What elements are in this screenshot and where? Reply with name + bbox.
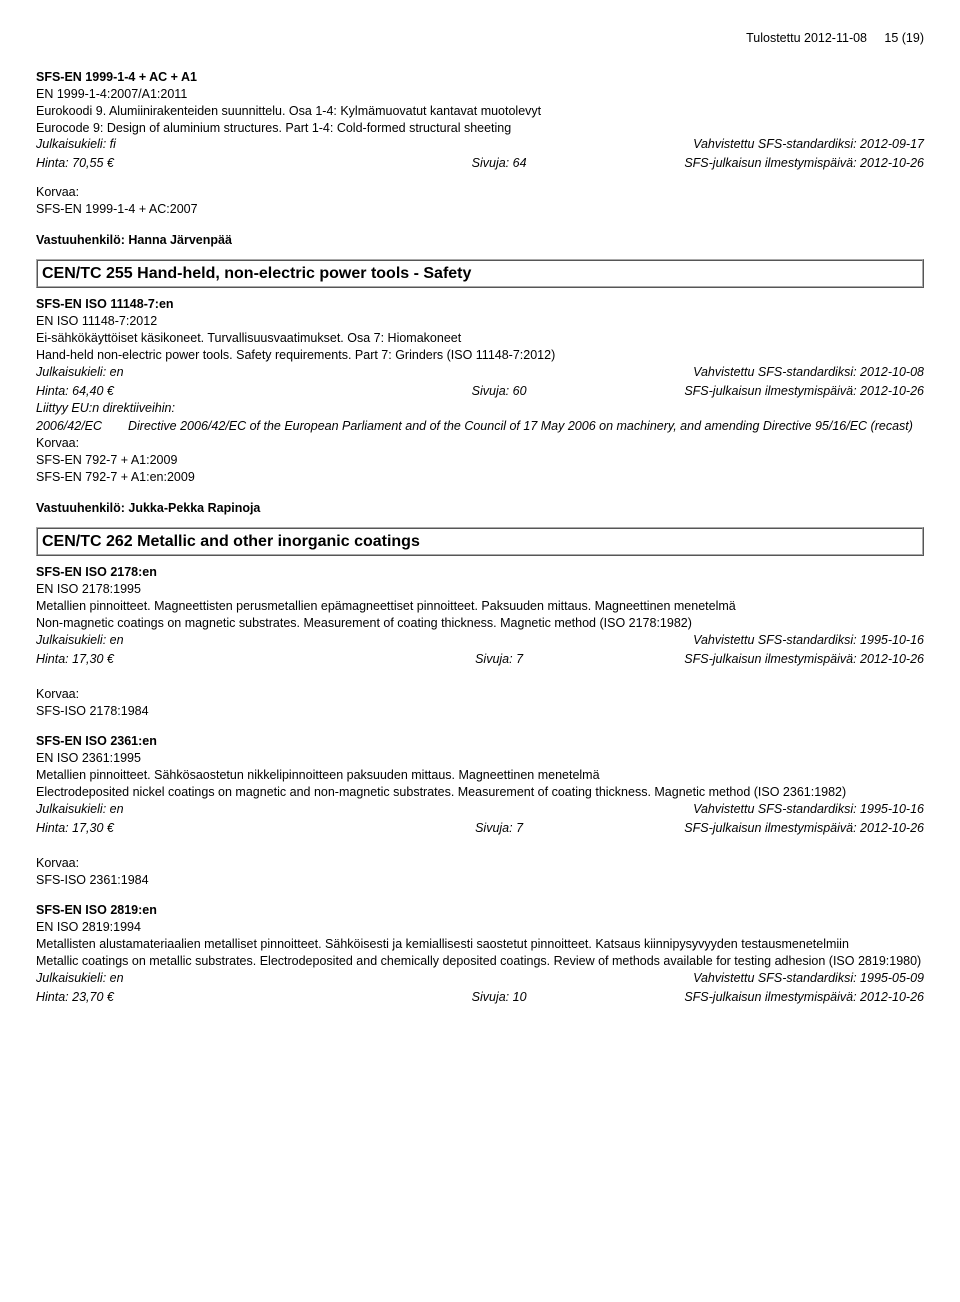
price: Hinta: 23,70 € xyxy=(36,989,114,1006)
en-code: EN ISO 2178:1995 xyxy=(36,581,924,598)
replaces-value: SFS-ISO 2361:1984 xyxy=(36,872,924,889)
publish-date: SFS-julkaisun ilmestymispäivä: 2012-10-2… xyxy=(684,820,924,837)
standard-code: SFS-EN ISO 2361:en xyxy=(36,733,924,750)
confirmed-date: Vahvistettu SFS-standardiksi: 1995-05-09 xyxy=(693,970,924,987)
price: Hinta: 70,55 € xyxy=(36,155,114,172)
standard-code: SFS-EN ISO 11148-7:en xyxy=(36,296,924,313)
lang-label: Julkaisukieli: en xyxy=(36,364,124,381)
fi-description: Eurokoodi 9. Alumiinirakenteiden suunnit… xyxy=(36,103,924,120)
replaces-value: SFS-EN 1999-1-4 + AC:2007 xyxy=(36,201,924,218)
pages: Sivuja: 64 xyxy=(472,155,527,172)
en-description: Metallic coatings on metallic substrates… xyxy=(36,953,924,970)
price: Hinta: 64,40 € xyxy=(36,383,114,400)
pages: Sivuja: 60 xyxy=(472,383,527,400)
directive-text: Directive 2006/42/EC of the European Par… xyxy=(128,418,924,435)
section-heading-255: CEN/TC 255 Hand-held, non-electric power… xyxy=(36,259,924,289)
en-code: EN ISO 11148-7:2012 xyxy=(36,313,924,330)
en-description: Non-magnetic coatings on magnetic substr… xyxy=(36,615,924,632)
standard-entry: SFS-EN ISO 11148-7:en EN ISO 11148-7:201… xyxy=(36,296,924,517)
en-code: EN ISO 2819:1994 xyxy=(36,919,924,936)
fi-description: Metallien pinnoitteet. Sähkösaostetun ni… xyxy=(36,767,924,784)
pages: Sivuja: 10 xyxy=(472,989,527,1006)
standard-code: SFS-EN 1999-1-4 + AC + A1 xyxy=(36,69,924,86)
confirmed-date: Vahvistettu SFS-standardiksi: 1995-10-16 xyxy=(693,801,924,818)
publish-date: SFS-julkaisun ilmestymispäivä: 2012-10-2… xyxy=(684,155,924,172)
confirmed-date: Vahvistettu SFS-standardiksi: 2012-09-17 xyxy=(693,136,924,153)
lang-label: Julkaisukieli: fi xyxy=(36,136,116,153)
confirmed-date: Vahvistettu SFS-standardiksi: 2012-10-08 xyxy=(693,364,924,381)
publish-date: SFS-julkaisun ilmestymispäivä: 2012-10-2… xyxy=(684,989,924,1006)
replaces-label: Korvaa: xyxy=(36,435,924,452)
lang-label: Julkaisukieli: en xyxy=(36,801,124,818)
page-number: 15 (19) xyxy=(884,31,924,45)
en-description: Electrodeposited nickel coatings on magn… xyxy=(36,784,924,801)
fi-description: Metallien pinnoitteet. Magneettisten per… xyxy=(36,598,924,615)
section-heading-262: CEN/TC 262 Metallic and other inorganic … xyxy=(36,527,924,557)
printed-date: Tulostettu 2012-11-08 xyxy=(746,31,867,45)
publish-date: SFS-julkaisun ilmestymispäivä: 2012-10-2… xyxy=(684,651,924,668)
standard-entry: SFS-EN ISO 2819:en EN ISO 2819:1994 Meta… xyxy=(36,902,924,1005)
standard-code: SFS-EN ISO 2819:en xyxy=(36,902,924,919)
en-description: Hand-held non-electric power tools. Safe… xyxy=(36,347,924,364)
lang-label: Julkaisukieli: en xyxy=(36,970,124,987)
en-code: EN ISO 2361:1995 xyxy=(36,750,924,767)
fi-description: Metallisten alustamateriaalien metallise… xyxy=(36,936,924,953)
replaces-label: Korvaa: xyxy=(36,686,924,703)
directive-code: 2006/42/EC xyxy=(36,418,128,435)
en-code: EN 1999-1-4:2007/A1:2011 xyxy=(36,86,924,103)
pages: Sivuja: 7 xyxy=(475,820,523,837)
pages: Sivuja: 7 xyxy=(475,651,523,668)
replaces-value: SFS-ISO 2178:1984 xyxy=(36,703,924,720)
standard-code: SFS-EN ISO 2178:en xyxy=(36,564,924,581)
responsible-person: Vastuuhenkilö: Jukka-Pekka Rapinoja xyxy=(36,500,924,517)
page-header: Tulostettu 2012-11-08 15 (19) xyxy=(36,30,924,47)
standard-entry: SFS-EN ISO 2178:en EN ISO 2178:1995 Meta… xyxy=(36,564,924,719)
en-description: Eurocode 9: Design of aluminium structur… xyxy=(36,120,924,137)
lang-label: Julkaisukieli: en xyxy=(36,632,124,649)
directive-label: Liittyy EU:n direktiiveihin: xyxy=(36,400,924,417)
replaces-value: SFS-EN 792-7 + A1:2009 xyxy=(36,452,924,469)
responsible-person: Vastuuhenkilö: Hanna Järvenpää xyxy=(36,232,924,249)
price: Hinta: 17,30 € xyxy=(36,820,114,837)
replaces-label: Korvaa: xyxy=(36,855,924,872)
replaces-value: SFS-EN 792-7 + A1:en:2009 xyxy=(36,469,924,486)
fi-description: Ei-sähkökäyttöiset käsikoneet. Turvallis… xyxy=(36,330,924,347)
directive-row: 2006/42/EC Directive 2006/42/EC of the E… xyxy=(36,418,924,435)
standard-entry: SFS-EN ISO 2361:en EN ISO 2361:1995 Meta… xyxy=(36,733,924,888)
price: Hinta: 17,30 € xyxy=(36,651,114,668)
confirmed-date: Vahvistettu SFS-standardiksi: 1995-10-16 xyxy=(693,632,924,649)
publish-date: SFS-julkaisun ilmestymispäivä: 2012-10-2… xyxy=(684,383,924,400)
standard-entry: SFS-EN 1999-1-4 + AC + A1 EN 1999-1-4:20… xyxy=(36,69,924,249)
replaces-label: Korvaa: xyxy=(36,184,924,201)
